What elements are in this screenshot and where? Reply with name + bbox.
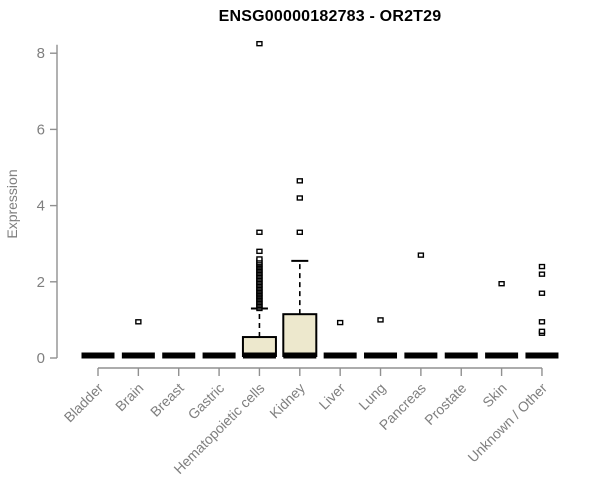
median-hematopoietic-cells — [242, 352, 276, 359]
outlier-kidney — [296, 229, 303, 235]
outlier-liver — [336, 319, 344, 326]
x-tick-label-breast: Breast — [147, 380, 187, 420]
x-tick-label-bladder: Bladder — [61, 380, 107, 426]
outlier-hematopoietic-cells — [256, 256, 263, 262]
outlier-hematopoietic-cells — [256, 40, 263, 47]
chart-title: ENSG00000182783 - OR2T29 — [218, 8, 442, 25]
outlier-unknown-other — [538, 328, 546, 335]
outlier-pancreas — [417, 252, 425, 258]
y-tick-label: 8 — [37, 45, 45, 62]
outlier-unknown-other — [538, 290, 546, 296]
outlier-hematopoietic-cells — [256, 248, 263, 255]
outlier-kidney — [296, 195, 303, 201]
outlier-hematopoietic-cells — [256, 229, 263, 235]
y-tick-label: 0 — [37, 350, 45, 367]
y-tick-label: 4 — [37, 198, 45, 215]
x-tick-label-liver: Liver — [316, 380, 349, 413]
median-brain — [121, 352, 155, 359]
median-lung — [364, 352, 398, 359]
outlier-unknown-other — [538, 319, 546, 325]
median-pancreas — [404, 352, 438, 359]
median-prostate — [444, 352, 478, 359]
box-kidney — [282, 313, 318, 357]
y-tick-label: 2 — [37, 274, 45, 291]
outlier-brain — [135, 319, 142, 325]
median-kidney — [283, 352, 317, 359]
median-bladder — [81, 352, 115, 359]
outlier-unknown-other — [538, 263, 546, 270]
x-tick-label-kidney: Kidney — [266, 380, 308, 422]
median-skin — [485, 352, 519, 359]
x-tick-label-skin: Skin — [479, 380, 510, 411]
outlier-skin — [498, 281, 505, 287]
outlier-lung — [377, 317, 384, 323]
outlier-kidney — [296, 178, 303, 184]
x-tick-label-lung: Lung — [355, 380, 388, 413]
median-unknown-other — [525, 352, 559, 359]
y-tick-label: 6 — [37, 121, 45, 138]
median-liver — [323, 352, 357, 359]
median-breast — [162, 352, 196, 359]
x-tick-label-brain: Brain — [112, 380, 146, 414]
x-tick-label-prostate: Prostate — [421, 380, 469, 428]
median-gastric — [202, 352, 236, 359]
outlier-unknown-other — [538, 271, 546, 277]
